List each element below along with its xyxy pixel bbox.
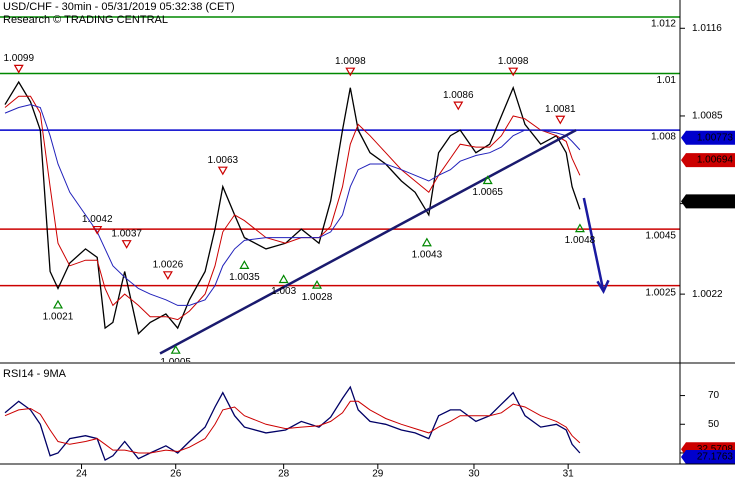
annotation-label: 1.0042 [82, 214, 113, 225]
annotation-label: 1.003 [271, 286, 296, 297]
low-marker [482, 175, 493, 185]
series-line [4, 80, 581, 335]
annotation-label: 1.0028 [302, 292, 333, 303]
high-marker [13, 64, 24, 74]
high-marker [508, 67, 519, 77]
annotation-label: 1.0065 [472, 187, 503, 198]
x-tick-label: 24 [76, 469, 88, 480]
annotation-label: 1.0081 [545, 104, 576, 115]
level-label: 1.012 [651, 19, 676, 30]
annotation-label: 1.0005 [160, 357, 191, 368]
y-tick-label: 1.0116 [692, 23, 722, 34]
annotation-label: 1.0037 [111, 228, 142, 239]
high-marker [121, 240, 132, 249]
series-line [4, 385, 581, 462]
low-marker [52, 299, 64, 309]
price-panel: 1.012 1.01 1.008 1.0045 1.0025 1.0099 1.0042 1.… [0, 16, 680, 368]
x-tick-label: 29 [372, 469, 384, 480]
low-marker [421, 237, 432, 247]
level-label: 1.01 [657, 75, 677, 86]
x-tick-label: 31 [563, 469, 575, 480]
level-label: 1.0025 [645, 287, 676, 298]
low-marker [239, 260, 250, 269]
y-tick-label: 70 [708, 390, 720, 401]
axes: 1.01161.00851.00541.00221.007731.006941.… [76, 23, 735, 480]
y-tick-label: 50 [708, 419, 720, 430]
series-line [4, 95, 581, 321]
high-marker [453, 101, 464, 111]
trend-line [582, 197, 605, 292]
annotation-label: 1.0043 [412, 249, 443, 260]
chart-subtitle: Research © TRADING CENTRAL [3, 14, 168, 26]
price-tag-label: 1.00773 [697, 132, 734, 143]
low-marker [311, 279, 323, 289]
series-line [4, 400, 581, 454]
level-label: 1.008 [651, 132, 676, 143]
annotation-label: 1.0099 [3, 53, 34, 64]
low-marker [170, 344, 181, 354]
y-tick-label: 1.0022 [692, 289, 723, 300]
y-tick-label: 1.0085 [692, 111, 723, 122]
annotation-label: 1.0098 [335, 56, 366, 67]
price-tag-label: 1.00548 [697, 196, 734, 207]
annotation-label: 1.0048 [565, 235, 596, 246]
high-marker [345, 67, 356, 77]
chart-title: USD/CHF - 30min - 05/31/2019 05:32:38 (C… [3, 1, 235, 13]
price-tag [681, 194, 735, 209]
high-marker [217, 166, 228, 176]
annotation-label: 1.0021 [43, 312, 74, 323]
price-tag-label: 32.5708 [697, 444, 734, 455]
price-tag [681, 130, 735, 145]
price-tag [681, 153, 735, 168]
high-marker [162, 271, 173, 281]
price-tag-label: 1.00694 [697, 155, 734, 166]
annotation-label: 1.0035 [229, 272, 260, 283]
annotation-label: 1.0098 [498, 56, 529, 67]
trend-line [159, 128, 577, 355]
x-tick-label: 28 [278, 469, 290, 480]
high-marker [555, 115, 566, 125]
rsi-panel [4, 385, 581, 462]
x-tick-label: 26 [170, 469, 182, 480]
rsi-title: RSI14 - 9MA [3, 368, 67, 380]
high-marker [92, 225, 103, 235]
price-tag-label: 27.1763 [697, 452, 734, 463]
low-marker [278, 274, 289, 284]
level-label: 1.0045 [645, 231, 676, 242]
annotation-label: 1.0026 [153, 259, 184, 270]
x-tick-label: 30 [468, 469, 480, 480]
annotation-label: 1.0086 [443, 90, 474, 101]
price-tag [681, 450, 735, 465]
low-marker [574, 223, 585, 233]
arrow-head [596, 279, 610, 294]
annotation-label: 1.0063 [208, 155, 239, 166]
